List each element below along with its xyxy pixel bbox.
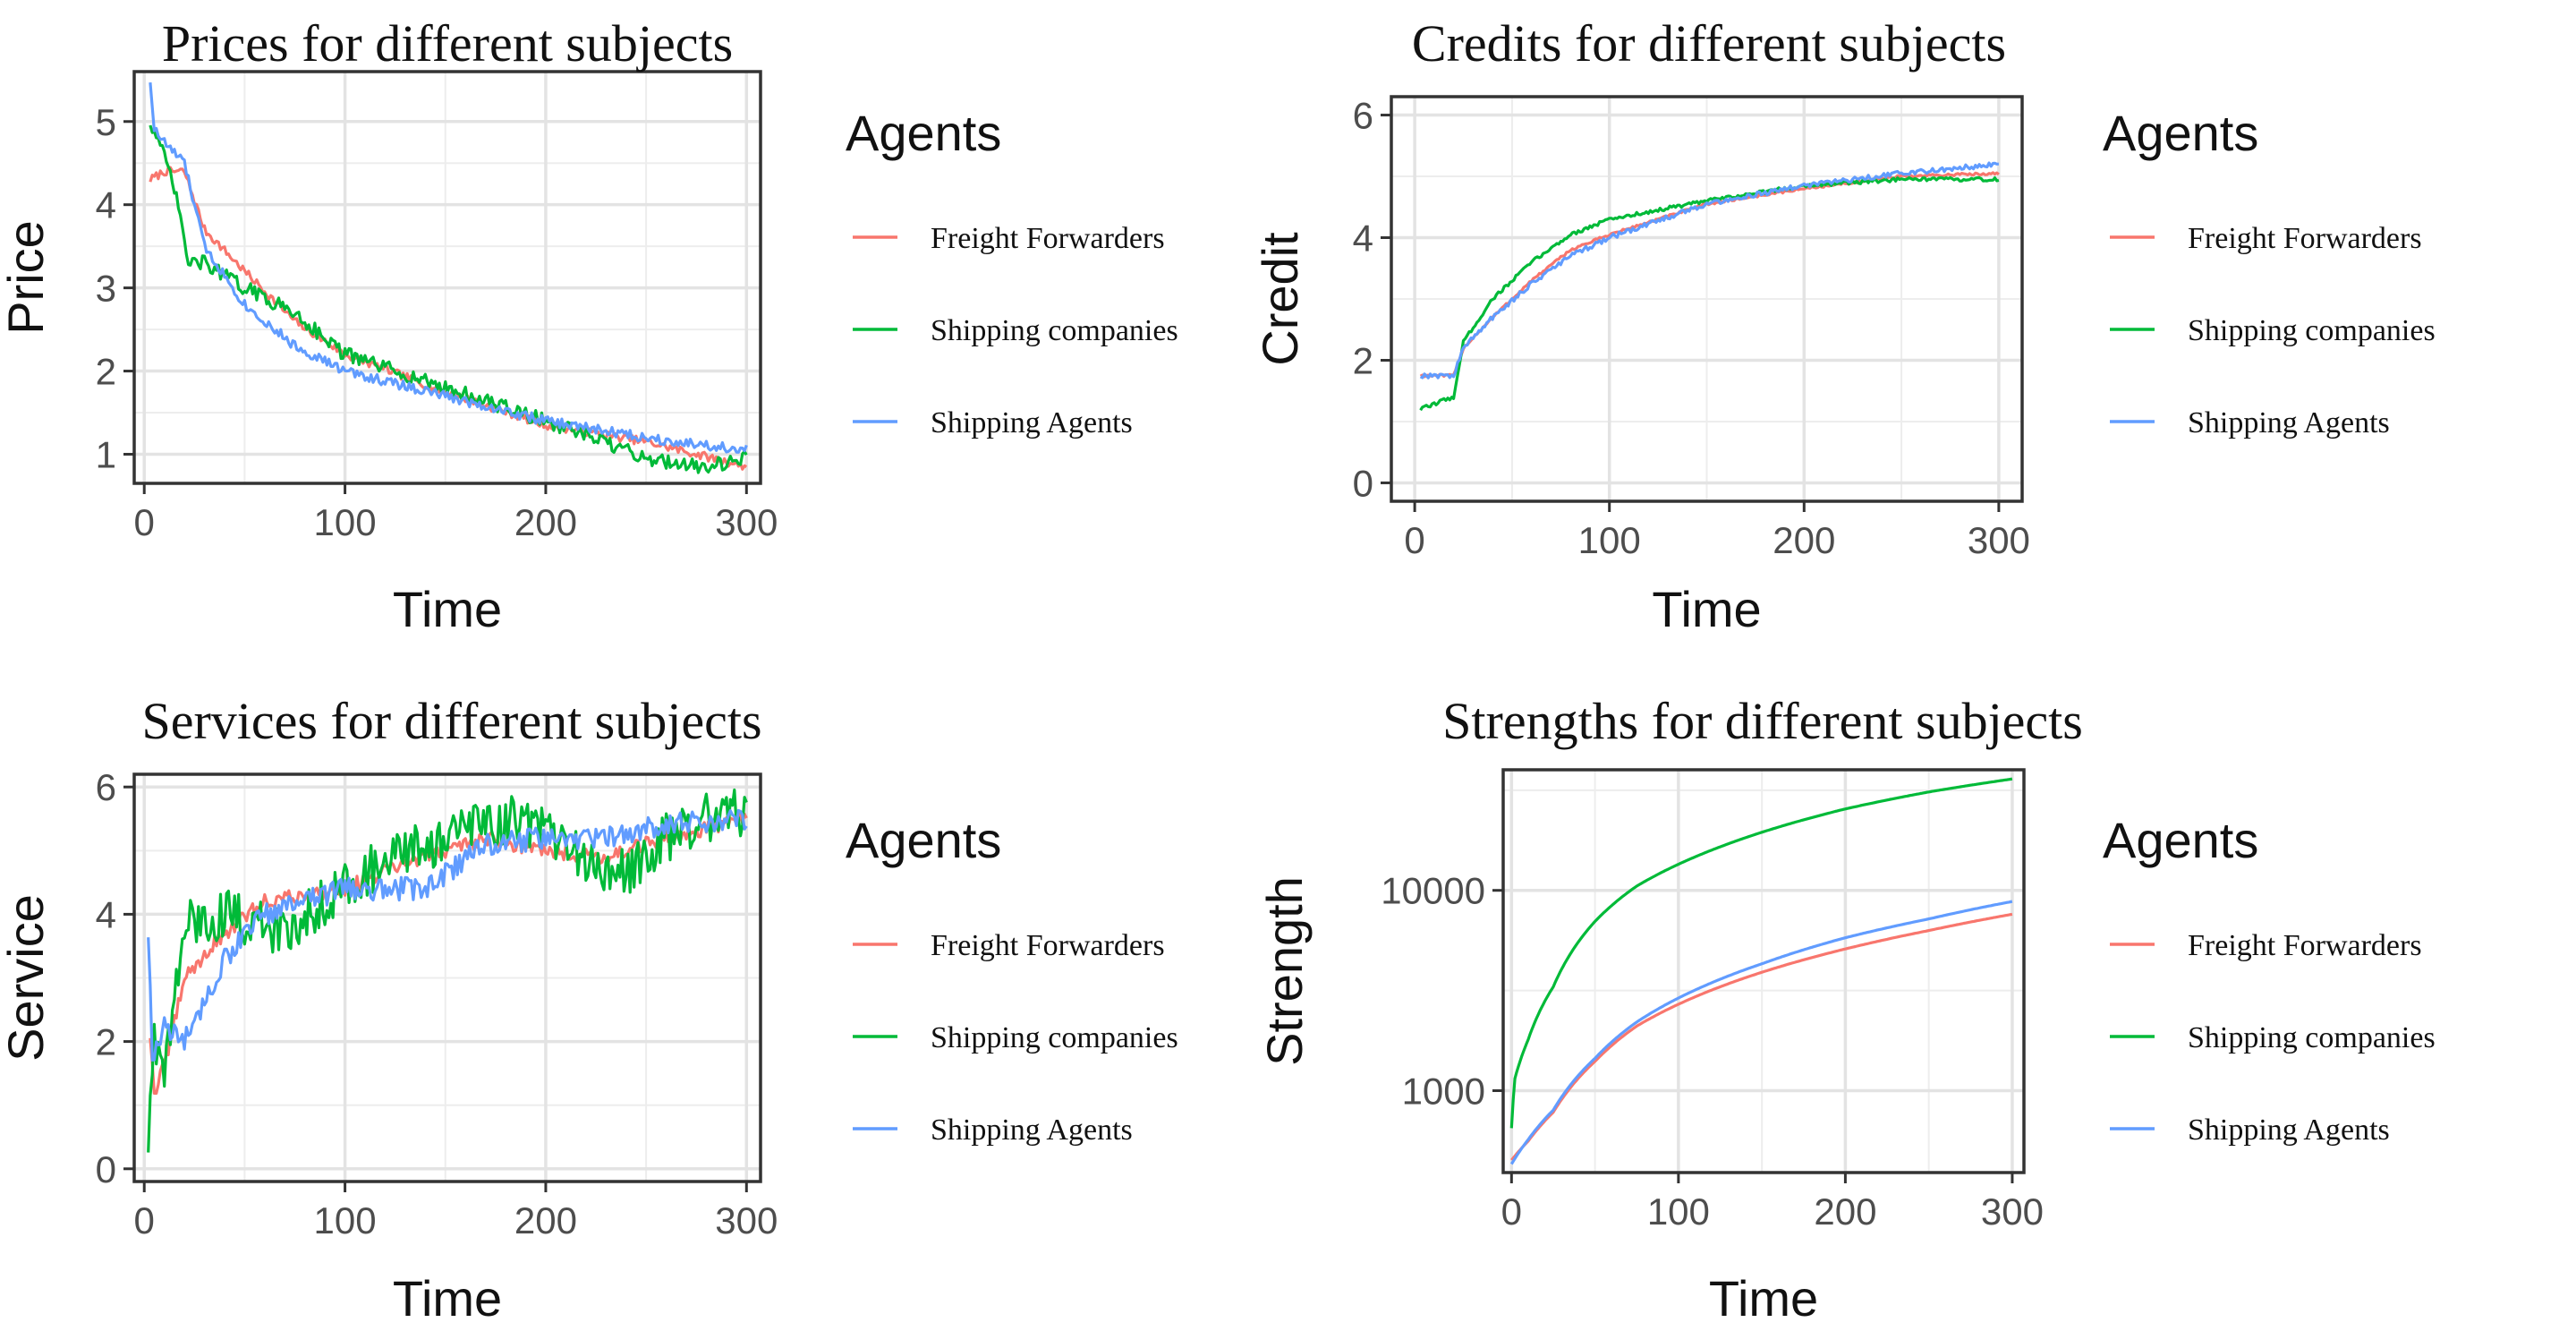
legend-entry-label: Shipping Agents xyxy=(2188,406,2390,439)
legend-entry-label: Freight Forwarders xyxy=(931,222,1165,255)
series-line-shipping-companies xyxy=(1509,777,2013,1129)
legend-entry-label: Freight Forwarders xyxy=(2188,929,2422,962)
legend-title: Agents xyxy=(2103,105,2258,161)
legend: Agents Freight Forwarders Shipping compani… xyxy=(846,812,1178,1147)
x-axis-label: Time xyxy=(393,1270,502,1327)
x-tick-label: 200 xyxy=(1773,519,1835,561)
axis-ticks: 0 100 200 300 0 2 4 6 xyxy=(1353,95,2030,561)
gridlines xyxy=(1391,97,2022,501)
y-tick-label: 0 xyxy=(1353,462,1373,504)
panel-border xyxy=(1390,95,2024,503)
series-line-shipping-agents xyxy=(1509,900,2013,1165)
x-tick-label: 0 xyxy=(134,1199,155,1241)
series-lines xyxy=(1509,777,2013,1165)
series-line-shipping-companies xyxy=(149,124,748,474)
legend-entry-label: Freight Forwarders xyxy=(2188,222,2422,255)
chart-title: Credits for different subjects xyxy=(1412,14,2006,73)
axis-ticks: 0 100 200 300 1 2 3 4 5 xyxy=(96,101,778,543)
x-axis-label: Time xyxy=(1709,1270,1818,1327)
chart-strengths: 0 100 200 300 1000 10000 Strengths for differe… xyxy=(1256,692,2436,1327)
x-tick-label: 0 xyxy=(134,501,155,543)
series-line-freight-forwarders xyxy=(149,166,748,471)
legend-entry-label: Shipping companies xyxy=(2188,1021,2436,1054)
legend-entry-label: Shipping companies xyxy=(2188,314,2436,347)
chart-prices: 0 100 200 300 1 2 3 4 5 Prices for different subj… xyxy=(0,14,1178,637)
series-line-freight-forwarders xyxy=(1510,912,2013,1162)
series-line-shipping-agents xyxy=(1419,161,1999,380)
chart-credits: 0 100 200 300 0 2 4 6 Credits for different subj… xyxy=(1252,14,2436,637)
x-tick-label: 200 xyxy=(1814,1190,1876,1233)
y-tick-label: 0 xyxy=(96,1148,116,1190)
x-axis-label: Time xyxy=(393,581,502,637)
x-tick-label: 100 xyxy=(314,1199,377,1241)
x-tick-label: 100 xyxy=(1647,1190,1710,1233)
series-line-shipping-companies xyxy=(147,788,748,1153)
chart-title: Strengths for different subjects xyxy=(1442,692,2083,750)
legend: Agents Freight Forwarders Shipping compani… xyxy=(2103,105,2436,439)
gridlines xyxy=(1503,770,2024,1173)
x-tick-label: 100 xyxy=(1578,519,1641,561)
y-tick-label: 1000 xyxy=(1402,1070,1485,1112)
legend-title: Agents xyxy=(2103,812,2258,868)
x-tick-label: 200 xyxy=(514,1199,577,1241)
y-tick-label: 1 xyxy=(96,433,116,475)
panel-border xyxy=(1501,768,2026,1174)
chart-services: 0 100 200 300 0 2 4 6 Services for different sub… xyxy=(0,692,1178,1327)
x-tick-label: 0 xyxy=(1404,519,1424,561)
y-tick-label: 4 xyxy=(96,184,116,226)
series-lines xyxy=(1419,161,2000,412)
x-tick-label: 300 xyxy=(1968,519,2030,561)
y-tick-label: 4 xyxy=(96,893,116,935)
axis-ticks: 0 100 200 300 0 2 4 6 xyxy=(96,766,778,1241)
y-tick-label: 6 xyxy=(1353,95,1373,137)
x-tick-label: 300 xyxy=(1981,1190,2044,1233)
legend: Agents Freight Forwarders Shipping compani… xyxy=(846,105,1178,439)
y-axis-label: Price xyxy=(0,220,54,335)
legend-entry-label: Shipping Agents xyxy=(931,1113,1133,1147)
series-line-shipping-agents xyxy=(149,81,748,454)
legend-entry-label: Shipping Agents xyxy=(2188,1113,2390,1147)
y-tick-label: 10000 xyxy=(1381,870,1485,912)
legend-entry-label: Freight Forwarders xyxy=(931,929,1165,962)
series-lines xyxy=(147,788,748,1153)
x-tick-label: 0 xyxy=(1501,1190,1522,1233)
gridlines xyxy=(134,72,761,483)
y-axis-label: Credit xyxy=(1252,232,1308,366)
legend-title: Agents xyxy=(846,812,1001,868)
legend-entry-label: Shipping Agents xyxy=(931,406,1133,439)
x-tick-label: 300 xyxy=(715,501,778,543)
panel-border xyxy=(132,772,762,1183)
y-tick-label: 2 xyxy=(96,351,116,393)
y-tick-label: 3 xyxy=(96,268,116,310)
legend-title: Agents xyxy=(846,105,1001,161)
y-axis-label: Strength xyxy=(1256,876,1313,1066)
y-tick-label: 4 xyxy=(1353,218,1373,260)
y-tick-label: 2 xyxy=(1353,339,1373,381)
legend: Agents Freight Forwarders Shipping compani… xyxy=(2103,812,2436,1147)
axis-ticks: 0 100 200 300 1000 10000 xyxy=(1381,870,2044,1233)
y-axis-label: Service xyxy=(0,894,54,1062)
x-tick-label: 100 xyxy=(314,501,377,543)
x-axis-label: Time xyxy=(1652,581,1761,637)
y-tick-label: 2 xyxy=(96,1021,116,1063)
y-tick-label: 5 xyxy=(96,101,116,143)
x-tick-label: 300 xyxy=(715,1199,778,1241)
series-line-shipping-companies xyxy=(1419,175,2000,412)
x-tick-label: 200 xyxy=(514,501,577,543)
chart-title: Services for different subjects xyxy=(141,692,761,750)
legend-entry-label: Shipping companies xyxy=(931,314,1178,347)
panel-border xyxy=(132,70,762,485)
y-tick-label: 6 xyxy=(96,766,116,808)
series-lines xyxy=(149,81,748,474)
series-line-shipping-agents xyxy=(147,808,748,1062)
chart-title: Prices for different subjects xyxy=(162,14,733,73)
legend-entry-label: Shipping companies xyxy=(931,1021,1178,1054)
